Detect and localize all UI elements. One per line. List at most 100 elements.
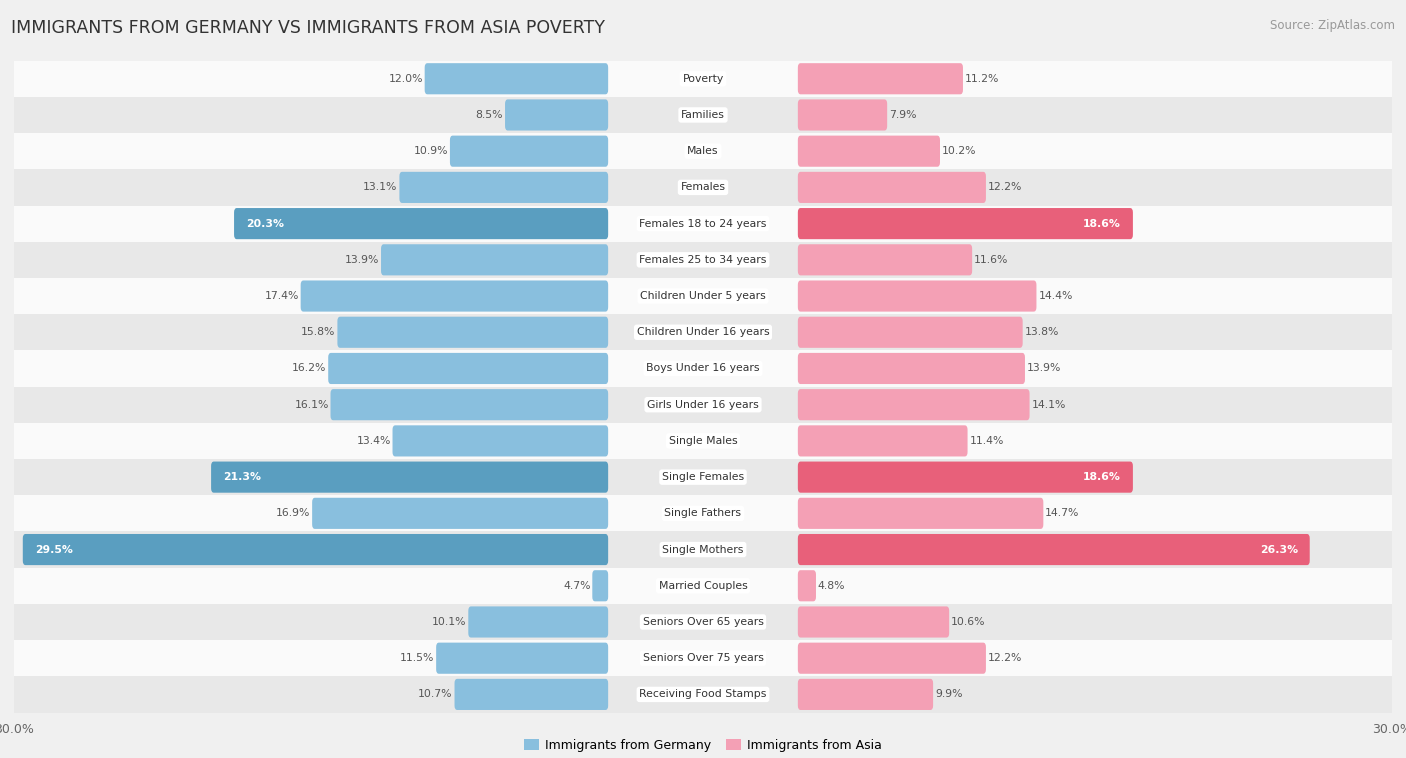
Text: 4.7%: 4.7% (562, 581, 591, 590)
FancyBboxPatch shape (797, 63, 963, 94)
FancyBboxPatch shape (797, 425, 967, 456)
FancyBboxPatch shape (328, 353, 609, 384)
Text: 11.6%: 11.6% (974, 255, 1008, 265)
Text: 14.7%: 14.7% (1045, 509, 1080, 518)
Text: 18.6%: 18.6% (1083, 472, 1121, 482)
Text: 10.7%: 10.7% (418, 690, 453, 700)
Text: Girls Under 16 years: Girls Under 16 years (647, 399, 759, 409)
Text: 14.1%: 14.1% (1032, 399, 1066, 409)
Text: 8.5%: 8.5% (475, 110, 503, 120)
Bar (14, 459, 1392, 495)
Text: 20.3%: 20.3% (246, 218, 284, 229)
Text: 26.3%: 26.3% (1260, 544, 1298, 555)
FancyBboxPatch shape (436, 643, 609, 674)
Text: 10.9%: 10.9% (413, 146, 449, 156)
Text: 13.4%: 13.4% (356, 436, 391, 446)
Text: 10.2%: 10.2% (942, 146, 976, 156)
Bar (14, 676, 1392, 713)
Text: Children Under 5 years: Children Under 5 years (640, 291, 766, 301)
Text: 18.6%: 18.6% (1083, 218, 1121, 229)
FancyBboxPatch shape (468, 606, 609, 637)
FancyBboxPatch shape (797, 534, 1310, 565)
Text: Boys Under 16 years: Boys Under 16 years (647, 364, 759, 374)
Text: 11.5%: 11.5% (399, 653, 434, 663)
FancyBboxPatch shape (330, 389, 609, 420)
Text: Single Mothers: Single Mothers (662, 544, 744, 555)
FancyBboxPatch shape (425, 63, 609, 94)
FancyBboxPatch shape (797, 462, 1133, 493)
FancyBboxPatch shape (797, 244, 972, 275)
FancyBboxPatch shape (454, 679, 609, 710)
Text: 16.2%: 16.2% (292, 364, 326, 374)
FancyBboxPatch shape (797, 317, 1022, 348)
FancyBboxPatch shape (381, 244, 609, 275)
FancyBboxPatch shape (797, 643, 986, 674)
FancyBboxPatch shape (450, 136, 609, 167)
Text: Females 25 to 34 years: Females 25 to 34 years (640, 255, 766, 265)
Text: Families: Families (681, 110, 725, 120)
Bar (14, 568, 1392, 604)
FancyBboxPatch shape (22, 534, 609, 565)
Text: 13.9%: 13.9% (1026, 364, 1062, 374)
Text: 14.4%: 14.4% (1038, 291, 1073, 301)
FancyBboxPatch shape (211, 462, 609, 493)
FancyBboxPatch shape (797, 679, 934, 710)
Text: IMMIGRANTS FROM GERMANY VS IMMIGRANTS FROM ASIA POVERTY: IMMIGRANTS FROM GERMANY VS IMMIGRANTS FR… (11, 19, 605, 37)
Text: 7.9%: 7.9% (889, 110, 917, 120)
Text: 10.1%: 10.1% (432, 617, 467, 627)
Text: Single Females: Single Females (662, 472, 744, 482)
FancyBboxPatch shape (797, 570, 815, 601)
Text: Females: Females (681, 183, 725, 193)
Bar (14, 314, 1392, 350)
FancyBboxPatch shape (797, 172, 986, 203)
Text: 21.3%: 21.3% (224, 472, 262, 482)
FancyBboxPatch shape (797, 389, 1029, 420)
FancyBboxPatch shape (337, 317, 609, 348)
Text: Males: Males (688, 146, 718, 156)
Text: 16.1%: 16.1% (294, 399, 329, 409)
Text: 4.8%: 4.8% (818, 581, 845, 590)
Bar (14, 387, 1392, 423)
Text: Single Males: Single Males (669, 436, 737, 446)
FancyBboxPatch shape (399, 172, 609, 203)
Text: Females 18 to 24 years: Females 18 to 24 years (640, 218, 766, 229)
Text: 13.9%: 13.9% (344, 255, 380, 265)
Text: Single Fathers: Single Fathers (665, 509, 741, 518)
Text: Source: ZipAtlas.com: Source: ZipAtlas.com (1270, 19, 1395, 32)
Text: 10.6%: 10.6% (950, 617, 986, 627)
FancyBboxPatch shape (592, 570, 609, 601)
Text: 13.1%: 13.1% (363, 183, 398, 193)
FancyBboxPatch shape (797, 136, 941, 167)
Text: Receiving Food Stamps: Receiving Food Stamps (640, 690, 766, 700)
FancyBboxPatch shape (797, 208, 1133, 240)
Bar (14, 531, 1392, 568)
FancyBboxPatch shape (312, 498, 609, 529)
Text: Children Under 16 years: Children Under 16 years (637, 327, 769, 337)
Bar (14, 278, 1392, 314)
Text: 13.8%: 13.8% (1025, 327, 1059, 337)
Bar (14, 133, 1392, 169)
Text: 17.4%: 17.4% (264, 291, 299, 301)
Text: 11.2%: 11.2% (965, 74, 1000, 83)
FancyBboxPatch shape (392, 425, 609, 456)
Bar (14, 640, 1392, 676)
Bar (14, 61, 1392, 97)
Text: 9.9%: 9.9% (935, 690, 963, 700)
Text: Seniors Over 65 years: Seniors Over 65 years (643, 617, 763, 627)
FancyBboxPatch shape (797, 353, 1025, 384)
Text: 12.2%: 12.2% (988, 653, 1022, 663)
Bar (14, 423, 1392, 459)
FancyBboxPatch shape (505, 99, 609, 130)
Text: Married Couples: Married Couples (658, 581, 748, 590)
Bar (14, 205, 1392, 242)
Text: 12.0%: 12.0% (388, 74, 423, 83)
FancyBboxPatch shape (797, 498, 1043, 529)
FancyBboxPatch shape (233, 208, 609, 240)
FancyBboxPatch shape (301, 280, 609, 312)
Text: 11.4%: 11.4% (969, 436, 1004, 446)
Text: Seniors Over 75 years: Seniors Over 75 years (643, 653, 763, 663)
Text: Poverty: Poverty (682, 74, 724, 83)
FancyBboxPatch shape (797, 606, 949, 637)
Bar (14, 495, 1392, 531)
Text: 15.8%: 15.8% (301, 327, 336, 337)
